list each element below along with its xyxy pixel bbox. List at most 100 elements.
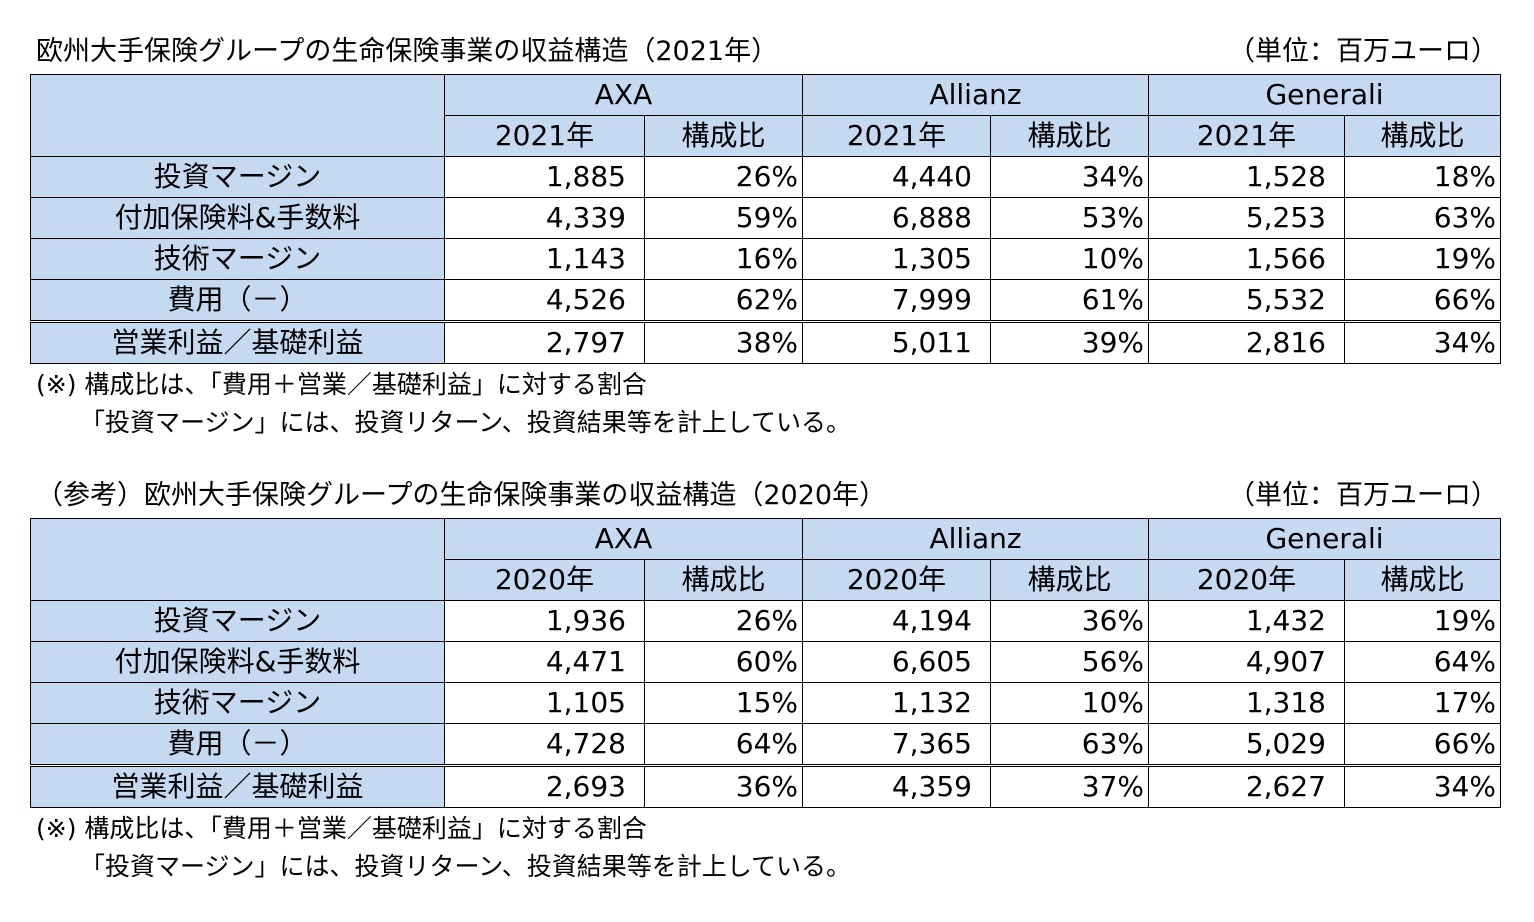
value-cell: 4,339: [444, 197, 645, 239]
value-cell: 1,936: [444, 600, 645, 642]
header-corner: [30, 74, 445, 157]
table-row: 技術マージン 1,143 16% 1,305 10% 1,566 19%: [30, 238, 1501, 280]
value-cell: 5,253: [1148, 197, 1345, 239]
value-cell: 4,194: [802, 600, 991, 642]
footnote-investment-margin: 「投資マージン」には、投資リターン、投資結果等を計上している。: [80, 408, 852, 437]
ratio-cell: 18%: [1344, 156, 1501, 198]
ratio-cell: 26%: [644, 600, 803, 642]
value-cell: 5,011: [802, 320, 991, 364]
value-cell: 1,318: [1148, 682, 1345, 724]
value-cell: 2,627: [1148, 764, 1345, 808]
header-corner: [30, 518, 445, 601]
ratio-cell: 17%: [1344, 682, 1501, 724]
value-cell: 4,471: [444, 641, 645, 683]
value-cell: 2,797: [444, 320, 645, 364]
footnote-investment-margin: 「投資マージン」には、投資リターン、投資結果等を計上している。: [80, 852, 852, 881]
ratio-cell: 53%: [990, 197, 1149, 239]
row-label: 付加保険料&手数料: [30, 641, 445, 683]
ratio-cell: 59%: [644, 197, 803, 239]
company-header-allianz: Allianz: [802, 518, 1149, 560]
value-cell: 4,359: [802, 764, 991, 808]
ratio-cell: 38%: [644, 320, 803, 364]
row-label: 営業利益／基礎利益: [30, 320, 445, 364]
company-header-axa: AXA: [444, 518, 803, 560]
ratio-header: 構成比: [644, 115, 803, 157]
row-label: 営業利益／基礎利益: [30, 764, 445, 808]
company-header-axa: AXA: [444, 74, 803, 116]
row-label: 投資マージン: [30, 156, 445, 198]
value-cell: 1,432: [1148, 600, 1345, 642]
table-row: 投資マージン 1,936 26% 4,194 36% 1,432 19%: [30, 600, 1501, 642]
row-label: 投資マージン: [30, 600, 445, 642]
value-cell: 5,029: [1148, 723, 1345, 766]
ratio-cell: 36%: [644, 764, 803, 808]
ratio-cell: 34%: [1344, 320, 1501, 364]
row-label: 技術マージン: [30, 682, 445, 724]
unit-label: （単位：百万ユーロ）: [1228, 36, 1498, 67]
ratio-cell: 34%: [990, 156, 1149, 198]
value-cell: 2,693: [444, 764, 645, 808]
year-header: 2020年: [444, 559, 645, 601]
ratio-cell: 37%: [990, 764, 1149, 808]
table-row: 費用（－） 4,526 62% 7,999 61% 5,532 66%: [30, 279, 1501, 322]
value-cell: 1,885: [444, 156, 645, 198]
row-label: 費用（－）: [30, 723, 445, 766]
ratio-cell: 19%: [1344, 238, 1501, 280]
ratio-cell: 34%: [1344, 764, 1501, 808]
value-cell: 6,888: [802, 197, 991, 239]
ratio-header: 構成比: [1344, 115, 1501, 157]
revenue-table-2020: AXA Allianz Generali 2020年 構成比 2020年 構成比…: [30, 518, 1501, 808]
year-header: 2021年: [1148, 115, 1345, 157]
unit-label: （単位：百万ユーロ）: [1228, 480, 1498, 511]
year-header: 2020年: [1148, 559, 1345, 601]
ratio-cell: 64%: [644, 723, 803, 766]
value-cell: 1,105: [444, 682, 645, 724]
ratio-cell: 10%: [990, 238, 1149, 280]
ratio-cell: 15%: [644, 682, 803, 724]
footnotes: (※) 構成比は、「費用＋営業／基礎利益」に対する割合 「投資マージン」には、投…: [36, 810, 851, 886]
footnotes: (※) 構成比は、「費用＋営業／基礎利益」に対する割合 「投資マージン」には、投…: [36, 366, 851, 442]
footnote-ratio: (※) 構成比は、「費用＋営業／基礎利益」に対する割合: [36, 370, 647, 399]
ratio-cell: 63%: [990, 723, 1149, 766]
company-header-generali: Generali: [1148, 518, 1501, 560]
ratio-cell: 61%: [990, 279, 1149, 322]
table-row: 費用（－） 4,728 64% 7,365 63% 5,029 66%: [30, 723, 1501, 766]
footnote-ratio: (※) 構成比は、「費用＋営業／基礎利益」に対する割合: [36, 814, 647, 843]
table-row: 営業利益／基礎利益 2,693 36% 4,359 37% 2,627 34%: [30, 764, 1501, 808]
title-row: （参考）欧州大手保険グループの生命保険事業の収益構造（2020年） （単位：百万…: [30, 476, 1500, 516]
value-cell: 1,132: [802, 682, 991, 724]
table-row: 付加保険料&手数料 4,339 59% 6,888 53% 5,253 63%: [30, 197, 1501, 239]
row-label: 技術マージン: [30, 238, 445, 280]
ratio-cell: 16%: [644, 238, 803, 280]
table-row: 技術マージン 1,105 15% 1,132 10% 1,318 17%: [30, 682, 1501, 724]
ratio-header: 構成比: [990, 115, 1149, 157]
value-cell: 1,566: [1148, 238, 1345, 280]
ratio-cell: 36%: [990, 600, 1149, 642]
company-header-generali: Generali: [1148, 74, 1501, 116]
ratio-header: 構成比: [1344, 559, 1501, 601]
ratio-cell: 56%: [990, 641, 1149, 683]
value-cell: 7,365: [802, 723, 991, 766]
ratio-cell: 62%: [644, 279, 803, 322]
value-cell: 4,440: [802, 156, 991, 198]
value-cell: 4,526: [444, 279, 645, 322]
ratio-cell: 26%: [644, 156, 803, 198]
year-header: 2021年: [444, 115, 645, 157]
value-cell: 1,305: [802, 238, 991, 280]
company-header-allianz: Allianz: [802, 74, 1149, 116]
ratio-cell: 39%: [990, 320, 1149, 364]
table-row: 営業利益／基礎利益 2,797 38% 5,011 39% 2,816 34%: [30, 320, 1501, 364]
table-title: （参考）欧州大手保険グループの生命保険事業の収益構造（2020年）: [36, 480, 887, 511]
ratio-cell: 66%: [1344, 279, 1501, 322]
ratio-cell: 66%: [1344, 723, 1501, 766]
ratio-cell: 64%: [1344, 641, 1501, 683]
ratio-cell: 10%: [990, 682, 1149, 724]
value-cell: 4,907: [1148, 641, 1345, 683]
value-cell: 2,816: [1148, 320, 1345, 364]
ratio-cell: 19%: [1344, 600, 1501, 642]
ratio-header: 構成比: [990, 559, 1149, 601]
value-cell: 5,532: [1148, 279, 1345, 322]
table-row: 投資マージン 1,885 26% 4,440 34% 1,528 18%: [30, 156, 1501, 198]
value-cell: 1,143: [444, 238, 645, 280]
title-row: 欧州大手保険グループの生命保険事業の収益構造（2021年） （単位：百万ユーロ）: [30, 32, 1500, 72]
